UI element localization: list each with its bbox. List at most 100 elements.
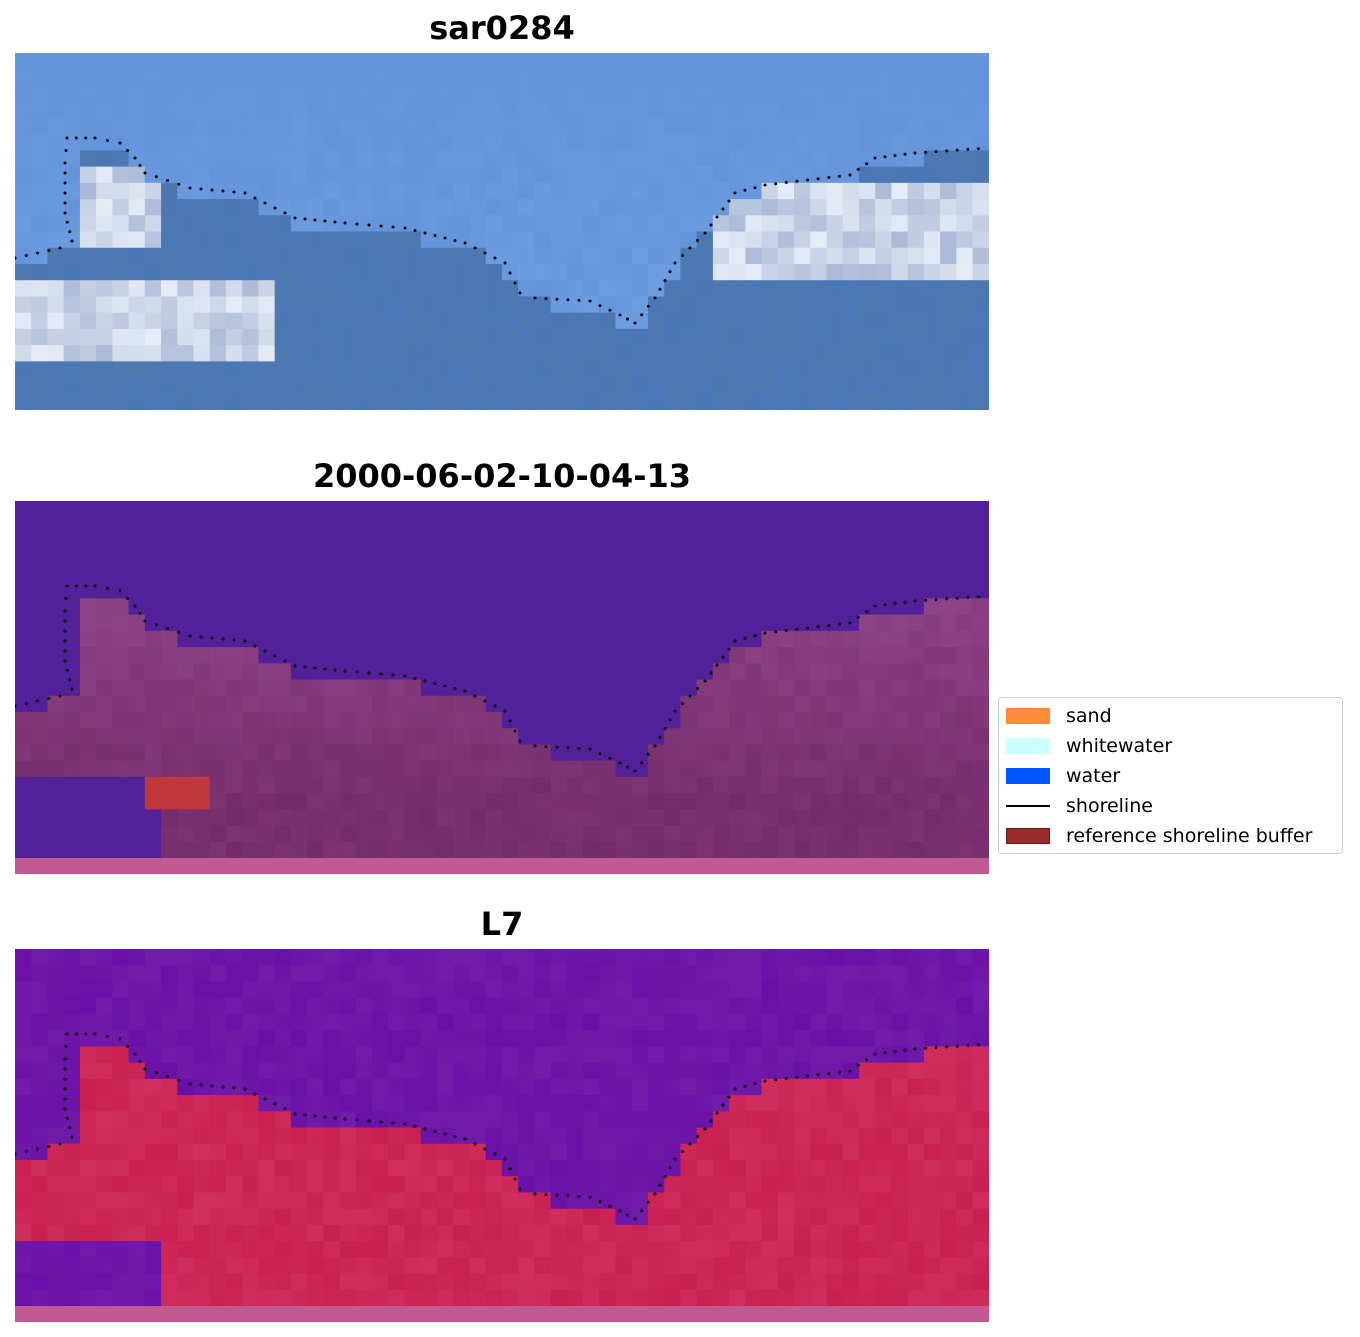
raster-cell bbox=[501, 1111, 519, 1129]
raster-cell bbox=[31, 1095, 49, 1112]
raster-cell bbox=[112, 647, 130, 664]
raster-cell bbox=[583, 809, 600, 827]
raster-cell bbox=[842, 1111, 860, 1129]
raster-cell bbox=[826, 614, 844, 632]
raster-cell bbox=[842, 1013, 860, 1031]
raster-cell bbox=[469, 949, 487, 966]
shoreline-dot bbox=[709, 1119, 713, 1123]
raster-cell bbox=[745, 231, 763, 249]
raster-cell bbox=[566, 215, 584, 233]
raster-cell bbox=[63, 1143, 81, 1161]
raster-cell bbox=[826, 679, 844, 697]
raster-cell bbox=[339, 1257, 357, 1275]
raster-cell bbox=[680, 1046, 698, 1064]
raster-cell bbox=[242, 517, 260, 535]
raster-cell bbox=[550, 182, 568, 200]
raster-cell bbox=[177, 582, 195, 599]
raster-cell bbox=[225, 809, 243, 827]
raster-cell bbox=[31, 377, 49, 395]
raster-cell bbox=[696, 1192, 714, 1210]
raster-cell bbox=[680, 1062, 698, 1080]
raster-cell bbox=[323, 582, 341, 599]
raster-cell bbox=[647, 215, 665, 233]
raster-cell bbox=[923, 582, 941, 599]
raster-cell bbox=[290, 1046, 308, 1064]
raster-cell bbox=[761, 182, 779, 200]
raster-cell bbox=[810, 247, 828, 265]
raster-cell bbox=[388, 280, 406, 298]
raster-cell bbox=[858, 663, 876, 681]
raster-cell bbox=[599, 166, 617, 184]
raster-cell bbox=[388, 949, 406, 966]
raster-cell bbox=[923, 296, 941, 314]
raster-cell bbox=[388, 345, 406, 362]
raster-cell bbox=[15, 1078, 32, 1096]
raster-cell bbox=[112, 361, 130, 379]
raster-cell bbox=[875, 182, 893, 200]
raster-cell bbox=[453, 744, 471, 762]
raster-cell bbox=[777, 1289, 795, 1307]
raster-cell bbox=[712, 1078, 730, 1096]
raster-cell bbox=[599, 744, 617, 762]
raster-cell bbox=[940, 1062, 957, 1080]
raster-cell bbox=[436, 280, 454, 298]
raster-cell bbox=[810, 679, 828, 697]
raster-cell bbox=[144, 1095, 162, 1112]
raster-cell bbox=[63, 1176, 81, 1194]
raster-cell bbox=[79, 101, 97, 119]
raster-cell bbox=[436, 841, 454, 859]
raster-cell bbox=[79, 728, 97, 746]
raster-cell bbox=[647, 598, 665, 616]
raster-cell bbox=[469, 328, 487, 346]
raster-cell bbox=[599, 312, 617, 330]
raster-cell bbox=[112, 377, 130, 395]
raster-cell bbox=[518, 501, 535, 518]
raster-cell bbox=[810, 215, 828, 233]
raster-cell bbox=[712, 981, 730, 999]
raster-cell bbox=[566, 1241, 584, 1258]
raster-cell bbox=[128, 101, 146, 119]
raster-cell bbox=[128, 247, 146, 265]
raster-cell bbox=[15, 1208, 32, 1226]
raster-cell bbox=[63, 1078, 81, 1096]
raster-cell bbox=[664, 1208, 682, 1226]
raster-cell bbox=[972, 1289, 989, 1307]
raster-cell bbox=[940, 377, 957, 395]
raster-cell bbox=[144, 134, 162, 151]
raster-cell bbox=[307, 1289, 324, 1307]
shoreline-dot bbox=[463, 1137, 467, 1141]
raster-cell bbox=[177, 695, 195, 713]
raster-cell bbox=[96, 1176, 113, 1194]
raster-cell bbox=[615, 1046, 633, 1064]
raster-cell bbox=[274, 793, 292, 810]
raster-cell bbox=[696, 630, 714, 648]
raster-cell bbox=[534, 53, 552, 70]
raster-cell bbox=[128, 328, 146, 346]
raster-cell bbox=[372, 1078, 389, 1096]
raster-cell bbox=[583, 199, 600, 216]
shoreline-dot bbox=[566, 1194, 570, 1198]
raster-cell bbox=[290, 1030, 308, 1047]
raster-cell bbox=[696, 377, 714, 395]
raster-cell bbox=[31, 53, 49, 70]
raster-cell bbox=[258, 760, 276, 778]
raster-cell bbox=[550, 199, 568, 216]
raster-cell bbox=[794, 328, 811, 346]
raster-cell bbox=[388, 377, 406, 395]
raster-cell bbox=[599, 981, 617, 999]
raster-cell bbox=[729, 1273, 746, 1291]
raster-cell bbox=[826, 1224, 844, 1242]
raster-cell bbox=[177, 1241, 195, 1258]
raster-cell bbox=[420, 247, 438, 265]
raster-cell bbox=[258, 776, 276, 794]
raster-cell bbox=[615, 949, 633, 966]
raster-cell bbox=[339, 614, 357, 632]
raster-cell bbox=[420, 711, 438, 729]
raster-cell bbox=[242, 728, 260, 746]
raster-cell bbox=[566, 582, 584, 599]
raster-cell bbox=[372, 69, 389, 87]
raster-cell bbox=[647, 630, 665, 648]
raster-cell bbox=[875, 679, 893, 697]
raster-cell bbox=[453, 150, 471, 168]
raster-cell bbox=[161, 182, 178, 200]
